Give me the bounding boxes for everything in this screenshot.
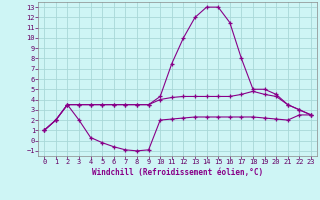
- X-axis label: Windchill (Refroidissement éolien,°C): Windchill (Refroidissement éolien,°C): [92, 168, 263, 177]
